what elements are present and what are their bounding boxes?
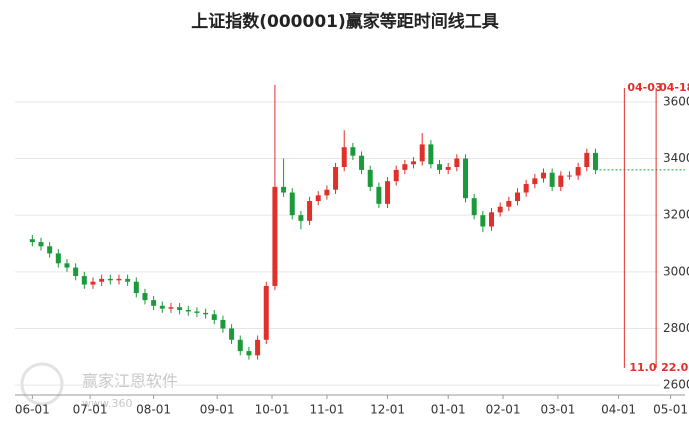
candle-body <box>419 144 425 162</box>
watermark-logo <box>20 362 64 406</box>
candle-body <box>523 184 529 193</box>
x-tick-label: 09-01 <box>200 403 235 417</box>
x-tick-label: 03-01 <box>540 403 575 417</box>
x-tick-label: 07-01 <box>73 403 108 417</box>
x-tick-label: 10-01 <box>255 403 290 417</box>
candle-body <box>211 314 217 320</box>
candle-body <box>90 281 96 285</box>
candle-body <box>575 167 581 176</box>
candle-body <box>540 172 546 179</box>
candle-body <box>151 300 157 306</box>
candle-body <box>471 198 477 216</box>
candle-body <box>558 175 564 187</box>
x-tick-label: 04-01 <box>601 403 636 417</box>
y-tick-label: 2800 <box>663 321 689 335</box>
candle-body <box>333 167 339 190</box>
candle-body <box>289 192 295 216</box>
y-tick-label: 3200 <box>663 208 689 222</box>
candle-body <box>489 212 495 227</box>
x-tick-label: 12-01 <box>370 403 405 417</box>
candle-body <box>116 278 122 281</box>
candle-body <box>185 310 191 312</box>
candle-body <box>350 147 356 156</box>
candle-body <box>203 312 209 315</box>
x-tick-label: 02-01 <box>486 403 521 417</box>
candle-body <box>99 278 105 282</box>
candle-body <box>237 339 243 352</box>
x-tick-label: 05-01 <box>653 403 688 417</box>
chart-title: 上证指数(000001)赢家等距时间线工具 <box>191 11 499 32</box>
candle-body <box>454 158 460 168</box>
candle-body <box>393 169 399 182</box>
candle-body <box>307 201 313 221</box>
candle-body <box>107 278 113 281</box>
time-line-count: 22.0 <box>661 361 688 374</box>
candle-body <box>168 307 174 309</box>
candle-body <box>64 263 70 268</box>
candle-body <box>428 144 434 165</box>
candle-body <box>367 169 373 187</box>
candle-body <box>55 253 61 264</box>
candle-body <box>445 167 451 170</box>
candle-body <box>220 319 226 329</box>
candle-body <box>229 328 235 340</box>
candle-body <box>497 206 503 213</box>
candle-body <box>506 201 512 207</box>
candle-body <box>177 307 183 311</box>
y-tick-label: 3000 <box>663 264 689 278</box>
candle-body <box>194 311 200 313</box>
candle-body <box>29 239 35 243</box>
candle-body <box>463 158 469 199</box>
time-line-label: 04-18 <box>659 81 689 94</box>
candle-body <box>402 164 408 170</box>
candle-body <box>324 189 330 196</box>
y-tick-label: 2600 <box>663 378 689 392</box>
candle-body <box>281 186 287 193</box>
candle-body <box>592 152 598 170</box>
candle-body <box>584 152 590 168</box>
candle-body <box>549 172 555 187</box>
x-tick-label: 01-01 <box>431 403 466 417</box>
candle-body <box>437 164 443 170</box>
candle-body <box>315 195 321 202</box>
candle-body <box>566 175 572 177</box>
x-tick-label: 11-01 <box>309 403 344 417</box>
candle-body <box>376 186 382 204</box>
watermark-text: 赢家江恩软件 <box>82 372 178 391</box>
candle-body <box>385 181 391 204</box>
candle-body <box>480 215 486 227</box>
candle-body <box>142 293 148 301</box>
candle-body <box>298 215 304 221</box>
candle-body <box>255 339 261 356</box>
watermark-url: www.360 <box>82 397 132 410</box>
candle-body <box>38 242 44 247</box>
candle-body <box>515 192 520 202</box>
candle-body <box>341 147 347 168</box>
time-line-label: 04-03 <box>627 81 662 94</box>
watermark: 赢家江恩软件 www.360 <box>20 362 178 410</box>
time-line-count: 11.0 <box>629 361 656 374</box>
candle-body <box>359 155 365 170</box>
candle-body <box>47 246 53 254</box>
candle-body <box>81 276 87 285</box>
candle-body <box>272 186 278 286</box>
candle-body <box>263 285 269 340</box>
x-tick-label: 08-01 <box>136 403 171 417</box>
y-tick-label: 3400 <box>663 151 689 165</box>
candle-body <box>125 278 131 282</box>
candle-body <box>73 267 79 277</box>
x-tick-label: 06-01 <box>15 403 50 417</box>
candle-body <box>411 161 417 165</box>
candle-body <box>246 351 252 356</box>
candle-body <box>532 178 538 185</box>
candle-body <box>133 281 139 294</box>
candle-body <box>159 305 165 309</box>
